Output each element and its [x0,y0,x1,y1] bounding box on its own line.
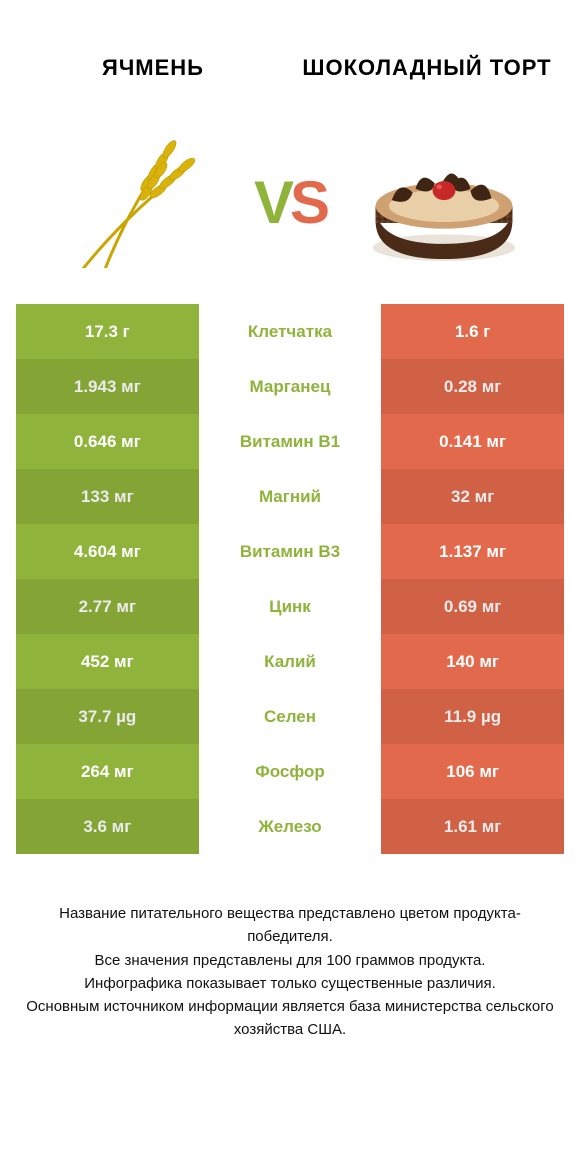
comparison-table: 17.3 гКлетчатка1.6 г1.943 мгМарганец0.28… [16,304,564,854]
vs-v: V [254,173,290,233]
value-left: 452 мг [16,634,199,689]
nutrient-label: Железо [199,799,382,854]
nutrient-label: Цинк [199,579,382,634]
footer-line: Название питательного вещества представл… [22,902,558,949]
value-right: 0.28 мг [381,359,564,414]
title-left: ЯЧМЕНЬ [16,55,290,81]
nutrient-label: Витамин B1 [199,414,382,469]
value-left: 17.3 г [16,304,199,359]
vs-s: S [290,173,326,233]
table-row: 17.3 гКлетчатка1.6 г [16,304,564,359]
vs-label: VS [254,173,326,233]
value-right: 1.6 г [381,304,564,359]
footer-line: Основным источником информации является … [22,995,558,1042]
table-row: 452 мгКалий140 мг [16,634,564,689]
table-row: 37.7 µgСелен11.9 µg [16,689,564,744]
value-right: 11.9 µg [381,689,564,744]
nutrient-label: Марганец [199,359,382,414]
titles-row: ЯЧМЕНЬ ШОКОЛАДНЫЙ ТОРТ [16,28,564,108]
table-row: 1.943 мгМарганец0.28 мг [16,359,564,414]
nutrient-label: Клетчатка [199,304,382,359]
cake-image [344,128,544,278]
table-row: 2.77 мгЦинк0.69 мг [16,579,564,634]
table-row: 133 мгМагний32 мг [16,469,564,524]
hero-row: VS [16,108,564,298]
nutrient-label: Магний [199,469,382,524]
table-row: 3.6 мгЖелезо1.61 мг [16,799,564,854]
table-row: 4.604 мгВитамин B31.137 мг [16,524,564,579]
value-left: 3.6 мг [16,799,199,854]
value-left: 37.7 µg [16,689,199,744]
nutrient-label: Селен [199,689,382,744]
nutrient-label: Калий [199,634,382,689]
value-left: 4.604 мг [16,524,199,579]
value-right: 32 мг [381,469,564,524]
footer-line: Все значения представлены для 100 граммо… [22,949,558,972]
value-right: 0.69 мг [381,579,564,634]
barley-image [36,128,236,278]
nutrient-label: Фосфор [199,744,382,799]
infographic-page: ЯЧМЕНЬ ШОКОЛАДНЫЙ ТОРТ [0,0,580,1082]
footer-line: Инфографика показывает только существенн… [22,972,558,995]
value-right: 1.61 мг [381,799,564,854]
value-right: 1.137 мг [381,524,564,579]
value-left: 133 мг [16,469,199,524]
value-left: 2.77 мг [16,579,199,634]
value-left: 1.943 мг [16,359,199,414]
table-row: 264 мгФосфор106 мг [16,744,564,799]
title-right: ШОКОЛАДНЫЙ ТОРТ [290,55,564,80]
value-left: 0.646 мг [16,414,199,469]
value-left: 264 мг [16,744,199,799]
nutrient-label: Витамин B3 [199,524,382,579]
value-right: 140 мг [381,634,564,689]
footer-notes: Название питательного вещества представл… [16,902,564,1042]
table-row: 0.646 мгВитамин B10.141 мг [16,414,564,469]
value-right: 0.141 мг [381,414,564,469]
value-right: 106 мг [381,744,564,799]
